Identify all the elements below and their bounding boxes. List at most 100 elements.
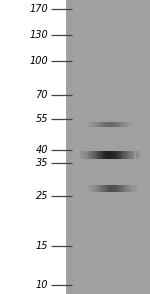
Bar [103, 151, 105, 159]
Bar [96, 185, 98, 191]
Bar [90, 151, 92, 159]
Bar [132, 185, 133, 191]
Bar [93, 185, 95, 191]
Bar [114, 151, 116, 159]
Bar [122, 151, 123, 159]
Bar [116, 185, 117, 191]
Bar [112, 185, 114, 191]
Bar [125, 185, 127, 191]
Bar [103, 185, 105, 191]
Bar [87, 122, 88, 127]
Bar [126, 151, 128, 159]
Bar [130, 122, 132, 127]
Bar [129, 151, 132, 159]
Bar [123, 151, 126, 159]
Bar [100, 122, 102, 127]
Bar [120, 122, 122, 127]
Bar [124, 122, 126, 127]
Bar [124, 185, 125, 191]
Bar [93, 151, 96, 159]
Bar [99, 151, 102, 159]
Text: 70: 70 [36, 90, 48, 100]
Bar [120, 185, 122, 191]
Bar [111, 185, 112, 191]
Bar [123, 122, 124, 127]
Bar [88, 185, 90, 191]
Text: 15: 15 [36, 240, 48, 250]
Bar [92, 122, 93, 127]
Bar [117, 151, 120, 159]
Bar [105, 151, 108, 159]
Bar [116, 151, 117, 159]
Bar [118, 122, 120, 127]
Bar [98, 185, 100, 191]
Bar [138, 151, 140, 159]
Text: 130: 130 [29, 30, 48, 40]
Bar [106, 185, 108, 191]
Text: 40: 40 [36, 145, 48, 155]
Bar [133, 185, 135, 191]
Bar [92, 151, 93, 159]
Bar [105, 122, 106, 127]
Bar [116, 122, 117, 127]
Bar [108, 151, 110, 159]
Bar [130, 185, 132, 191]
Text: 55: 55 [36, 114, 48, 124]
Bar [117, 185, 119, 191]
Bar [96, 122, 98, 127]
Bar [80, 151, 81, 159]
Bar [99, 122, 100, 127]
Bar [81, 151, 84, 159]
Bar [110, 151, 111, 159]
Bar [128, 151, 129, 159]
Bar [134, 151, 135, 159]
Bar [128, 122, 129, 127]
Bar [135, 151, 138, 159]
Bar [126, 122, 128, 127]
Bar [114, 185, 116, 191]
Bar [114, 122, 116, 127]
Bar [92, 185, 93, 191]
Bar [102, 122, 104, 127]
Text: 10: 10 [36, 280, 48, 290]
Bar [98, 122, 99, 127]
Bar [129, 122, 130, 127]
Text: 170: 170 [29, 4, 48, 14]
Bar [93, 122, 94, 127]
Bar [90, 122, 92, 127]
Bar [105, 185, 106, 191]
Bar [0, 0, 66, 294]
Bar [119, 185, 120, 191]
Bar [102, 151, 104, 159]
Bar [90, 185, 92, 191]
Bar [111, 151, 114, 159]
Text: 35: 35 [36, 158, 48, 168]
Bar [103, 122, 105, 127]
Bar [101, 185, 103, 191]
Bar [85, 151, 87, 159]
Bar [109, 185, 111, 191]
Bar [127, 185, 129, 191]
Bar [87, 151, 90, 159]
Bar [66, 0, 150, 294]
Bar [106, 122, 108, 127]
Bar [129, 185, 130, 191]
Bar [122, 185, 124, 191]
Bar [108, 122, 110, 127]
Bar [98, 151, 99, 159]
Text: 25: 25 [36, 191, 48, 201]
Bar [100, 185, 101, 191]
Bar [84, 151, 86, 159]
Bar [95, 185, 96, 191]
Bar [108, 185, 109, 191]
Bar [110, 122, 111, 127]
Text: 100: 100 [29, 56, 48, 66]
Bar [94, 122, 96, 127]
Bar [135, 185, 136, 191]
Bar [117, 122, 118, 127]
Bar [111, 122, 112, 127]
Bar [112, 122, 114, 127]
Bar [88, 122, 90, 127]
Bar [96, 151, 98, 159]
Bar [122, 122, 123, 127]
